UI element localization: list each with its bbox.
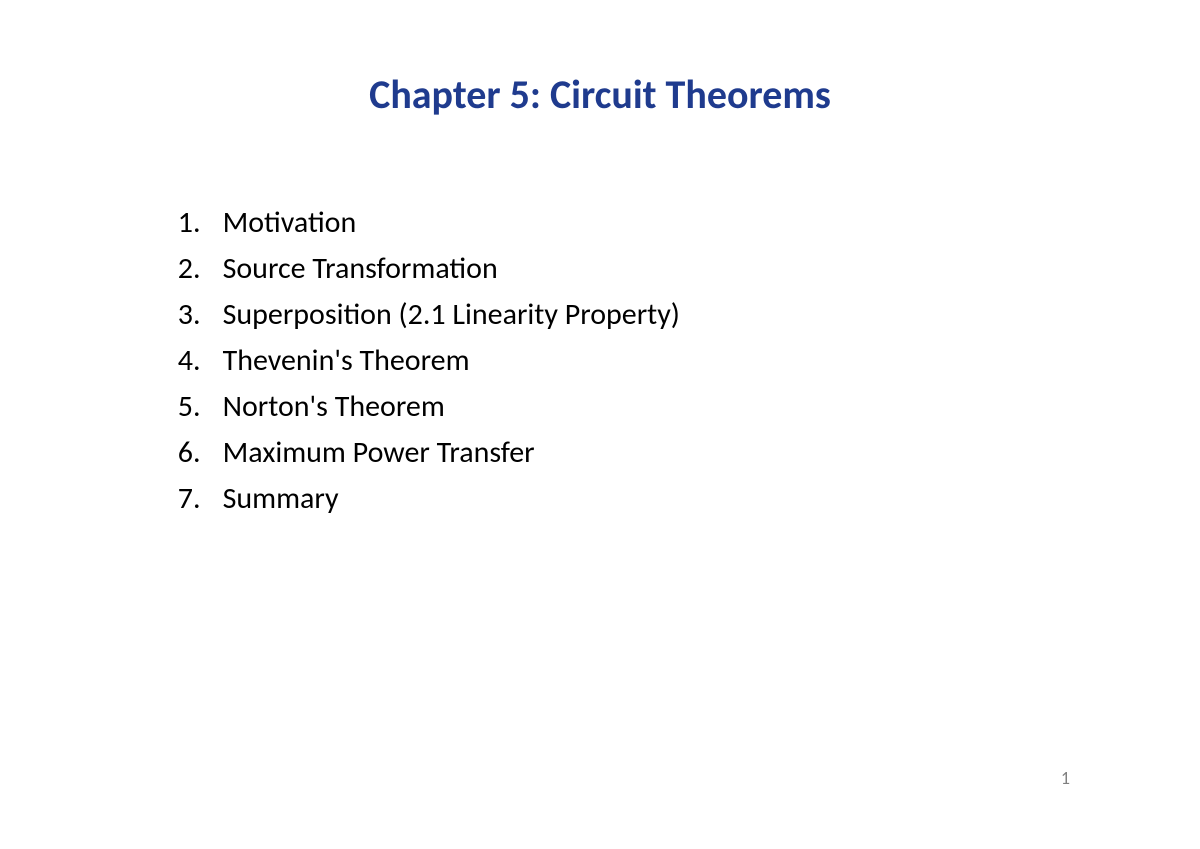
slide-title: Chapter 5: Circuit Theorems <box>0 70 1200 119</box>
item-dot: . <box>193 292 201 338</box>
item-dot: . <box>193 338 201 384</box>
item-text: Norton's Theorem <box>223 384 680 430</box>
item-number: 2 <box>155 246 193 292</box>
outline-item: 5 . Norton's Theorem <box>155 384 680 430</box>
item-text: Superposition (2.1 Linearity Property) <box>223 292 680 338</box>
item-text: Thevenin's Theorem <box>223 338 680 384</box>
item-number: 1 <box>155 200 193 246</box>
item-dot: . <box>193 384 201 430</box>
item-dot: . <box>193 200 201 246</box>
item-dot: . <box>193 430 201 476</box>
item-dot: . <box>193 476 201 522</box>
item-text: Summary <box>223 476 680 522</box>
item-number: 5 <box>155 384 193 430</box>
item-dot: . <box>193 246 201 292</box>
outline-item: 6 . Maximum Power Transfer <box>155 430 680 476</box>
item-text: Maximum Power Transfer <box>223 430 680 476</box>
outline-item: 4 . Thevenin's Theorem <box>155 338 680 384</box>
outline-item: 7 . Summary <box>155 476 680 522</box>
item-number: 6 <box>155 430 193 476</box>
item-text: Source Transformation <box>223 246 680 292</box>
page-number: 1 <box>1061 767 1070 789</box>
outline-item: 1 . Motivation <box>155 200 680 246</box>
item-number: 7 <box>155 476 193 522</box>
item-number: 3 <box>155 292 193 338</box>
outline-list: 1 . Motivation 2 . Source Transformation… <box>155 200 680 522</box>
item-number: 4 <box>155 338 193 384</box>
outline-item: 3 . Superposition (2.1 Linearity Propert… <box>155 292 680 338</box>
item-text: Motivation <box>223 200 680 246</box>
outline-item: 2 . Source Transformation <box>155 246 680 292</box>
